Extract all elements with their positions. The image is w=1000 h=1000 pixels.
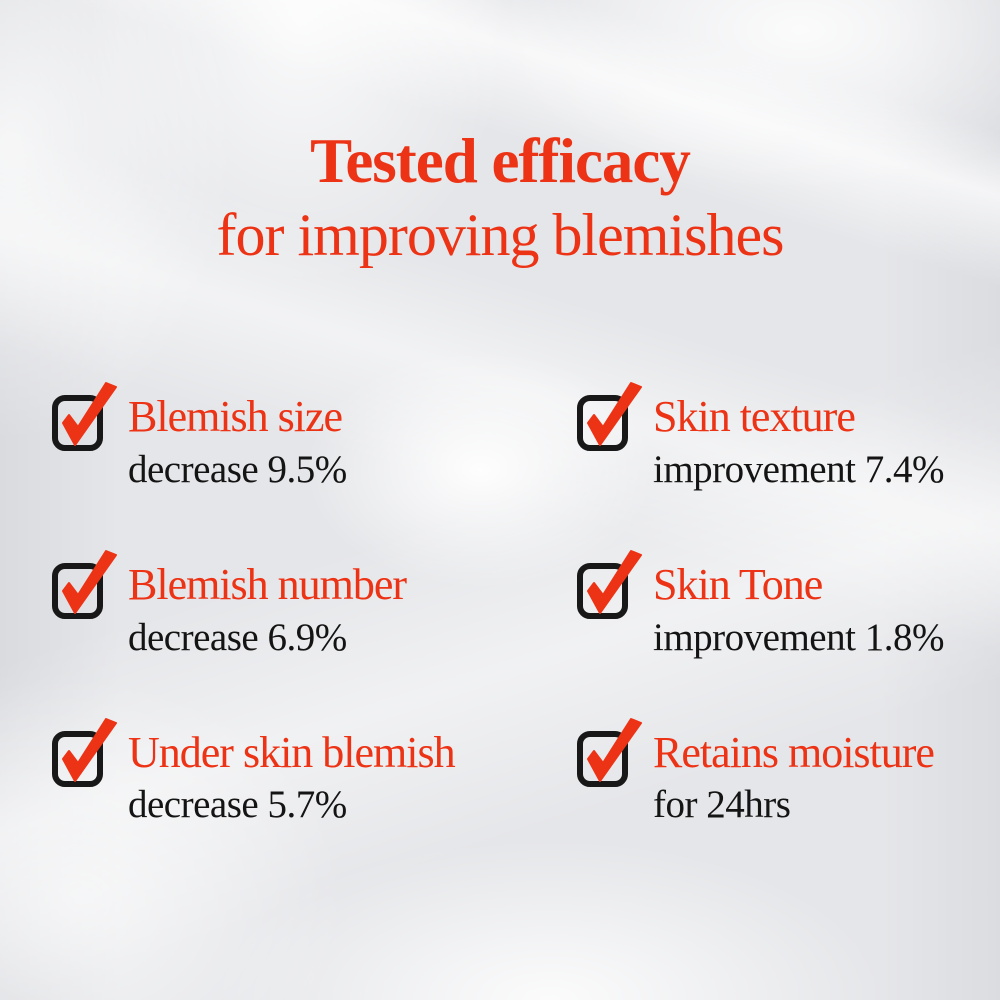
checked-checkbox-icon [575, 717, 645, 789]
efficacy-item-blemish-number: Blemish number decrease 6.9% [50, 549, 455, 660]
item-detail: decrease 6.9% [128, 615, 347, 659]
efficacy-item-retains-moisture: Retains moisture for 24hrs [575, 717, 944, 828]
item-label: Skin Tone [653, 559, 823, 609]
header: Tested efficacy for improving blemishes [0, 126, 1000, 268]
efficacy-item-under-skin-blemish: Under skin blemish decrease 5.7% [50, 717, 456, 828]
item-text: Blemish size decrease 9.5% [128, 381, 347, 492]
item-label: Under skin blemish [128, 727, 456, 777]
column-right: Skin texture improvement 7.4% Skin Tone … [575, 381, 944, 884]
item-text: Blemish number decrease 6.9% [128, 549, 407, 660]
efficacy-item-blemish-size: Blemish size decrease 9.5% [50, 381, 455, 492]
checked-checkbox-icon [575, 381, 645, 453]
item-detail: improvement 1.8% [653, 615, 944, 659]
checked-checkbox-icon [575, 549, 645, 621]
column-left: Blemish size decrease 9.5% Blemish numbe… [50, 381, 456, 884]
item-detail: for 24hrs [653, 783, 791, 827]
page-title: Tested efficacy [310, 126, 691, 196]
item-label: Blemish size [128, 392, 343, 441]
checked-checkbox-icon [50, 549, 120, 621]
checked-checkbox-icon [50, 717, 120, 789]
item-detail: improvement 7.4% [653, 447, 944, 491]
checked-checkbox-icon [50, 381, 120, 453]
item-text: Retains moisture for 24hrs [653, 717, 935, 828]
item-detail: decrease 9.5% [128, 447, 347, 491]
item-detail: decrease 5.7% [128, 783, 347, 827]
item-label: Skin texture [653, 392, 856, 441]
item-text: Under skin blemish decrease 5.7% [128, 717, 456, 828]
item-label: Blemish number [128, 559, 407, 609]
page-subtitle: for improving blemishes [216, 202, 785, 268]
item-text: Skin texture improvement 7.4% [653, 381, 944, 492]
efficacy-item-skin-tone: Skin Tone improvement 1.8% [575, 549, 944, 660]
item-label: Retains moisture [653, 727, 935, 777]
efficacy-item-skin-texture: Skin texture improvement 7.4% [575, 381, 944, 492]
item-text: Skin Tone improvement 1.8% [653, 549, 944, 660]
